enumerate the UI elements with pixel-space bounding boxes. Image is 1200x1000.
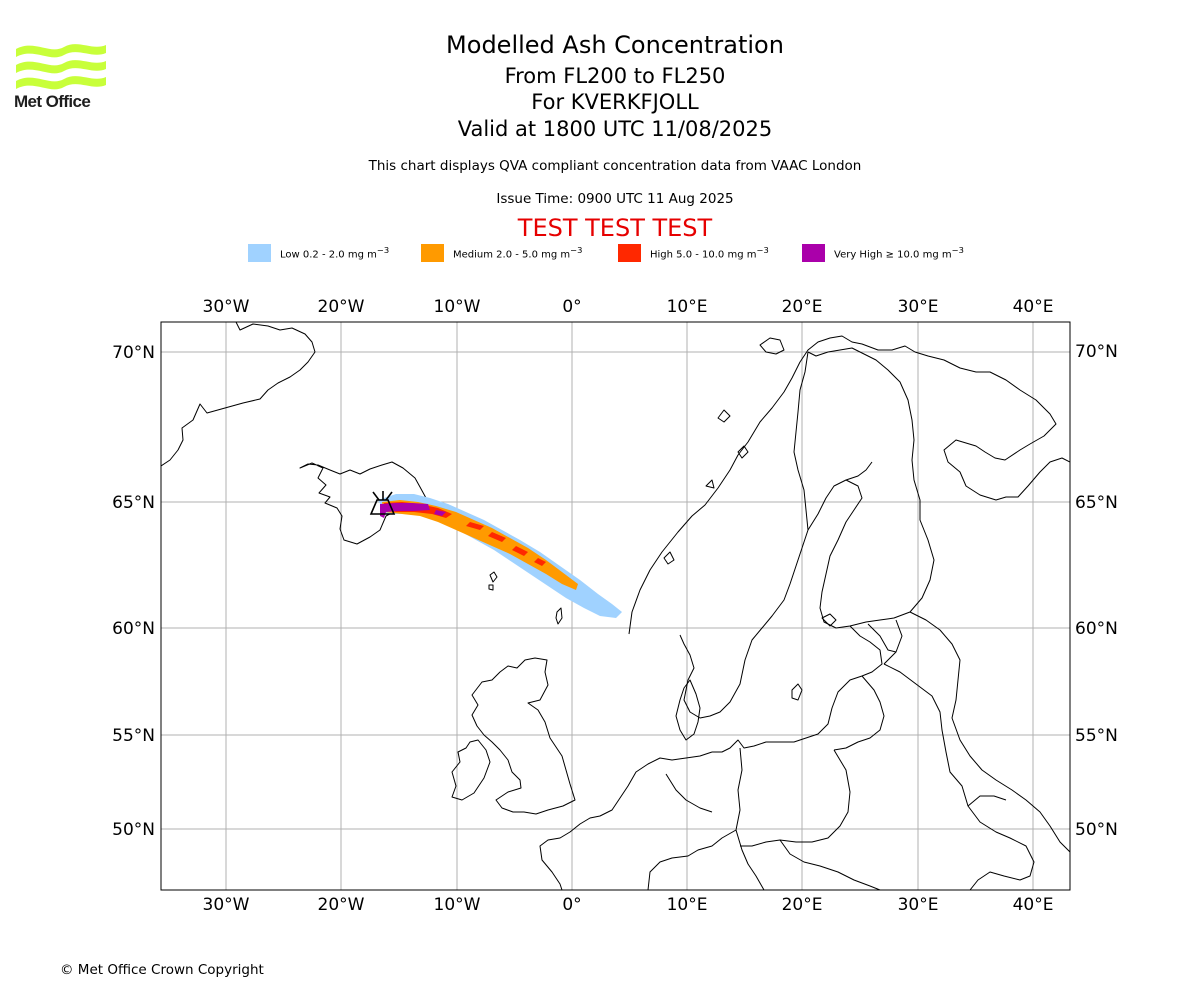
lat-tick-right: 50°N (1075, 820, 1118, 840)
ash-plume (378, 494, 622, 618)
valid-time: Valid at 1800 UTC 11/08/2025 (457, 117, 773, 141)
axis-labels: 30°W 20°W 10°W 0° 10°E 20°E 30°E 40°E 30… (112, 297, 1118, 915)
lat-tick-right: 65°N (1075, 493, 1118, 513)
flight-level-range: From FL200 to FL250 (504, 64, 726, 88)
lon-tick-top: 10°E (667, 297, 708, 317)
legend-swatch-high (618, 244, 641, 262)
legend-label-very-high: Very High ≥ 10.0 mg m (834, 249, 952, 261)
legend-label-high: High 5.0 - 10.0 mg m (650, 249, 757, 261)
lon-tick-top: 0° (562, 297, 581, 317)
legend-item-high: High 5.0 - 10.0 mg m−3 (618, 244, 769, 262)
legend-swatch-low (248, 244, 271, 262)
ash-map: 30°W 20°W 10°W 0° 10°E 20°E 30°E 40°E 30… (112, 297, 1118, 915)
test-banner: TEST TEST TEST (517, 214, 713, 242)
lat-tick-right: 60°N (1075, 619, 1118, 639)
met-office-logo-text: Met Office (14, 92, 91, 111)
chart-title: Modelled Ash Concentration (446, 31, 784, 59)
lon-tick-bottom: 10°E (667, 895, 708, 915)
lon-tick-top: 30°W (203, 297, 250, 317)
lon-tick-bottom: 20°W (318, 895, 365, 915)
met-office-logo (16, 44, 106, 90)
copyright: © Met Office Crown Copyright (60, 962, 264, 978)
legend-item-very-high: Very High ≥ 10.0 mg m−3 (802, 244, 964, 262)
lon-tick-bottom: 30°W (203, 895, 250, 915)
lon-tick-top: 20°W (318, 297, 365, 317)
legend: Low 0.2 - 2.0 mg m−3 Medium 2.0 - 5.0 mg… (0, 244, 1200, 264)
legend-swatch-medium (421, 244, 444, 262)
lon-tick-bottom: 10°W (434, 895, 481, 915)
lon-tick-bottom: 0° (562, 895, 581, 915)
volcano-name: For KVERKFJOLL (531, 90, 699, 114)
lat-tick-right: 55°N (1075, 726, 1118, 746)
legend-unit-exp: −3 (756, 245, 769, 256)
lon-tick-top: 10°W (434, 297, 481, 317)
legend-label-medium: Medium 2.0 - 5.0 mg m (453, 249, 571, 261)
lat-tick-left: 65°N (112, 493, 155, 513)
lat-tick-left: 60°N (112, 619, 155, 639)
lon-tick-bottom: 20°E (782, 895, 823, 915)
volcano-symbol (369, 491, 396, 515)
map-gridlines (161, 322, 1070, 890)
lon-tick-bottom: 30°E (898, 895, 939, 915)
ash-low (378, 494, 622, 618)
map-frame (160, 321, 1071, 891)
legend-unit-exp: −3 (951, 245, 964, 256)
lat-tick-left: 70°N (112, 343, 155, 363)
lon-tick-top: 40°E (1013, 297, 1054, 317)
legend-unit-exp: −3 (570, 245, 583, 256)
lon-tick-top: 20°E (782, 297, 823, 317)
qva-note: This chart displays QVA compliant concen… (368, 158, 862, 174)
ash-very-high (380, 503, 430, 518)
coastlines (161, 322, 1070, 890)
legend-item-medium: Medium 2.0 - 5.0 mg m−3 (421, 244, 582, 262)
legend-item-low: Low 0.2 - 2.0 mg m−3 (248, 244, 389, 262)
legend-unit-exp: −3 (376, 245, 390, 256)
ash-very-high (434, 510, 446, 516)
legend-label-low: Low 0.2 - 2.0 mg m (280, 249, 377, 261)
lat-tick-left: 55°N (112, 726, 155, 746)
lat-tick-right: 70°N (1075, 342, 1118, 362)
ash-high (466, 522, 484, 530)
lon-tick-top: 30°E (898, 297, 939, 317)
issue-time: Issue Time: 0900 UTC 11 Aug 2025 (496, 191, 734, 207)
legend-swatch-very-high (802, 244, 825, 262)
ash-high (512, 546, 528, 556)
ash-high (534, 558, 546, 566)
lat-tick-left: 50°N (112, 820, 155, 840)
ash-high (488, 532, 506, 542)
lon-tick-bottom: 40°E (1013, 895, 1054, 915)
